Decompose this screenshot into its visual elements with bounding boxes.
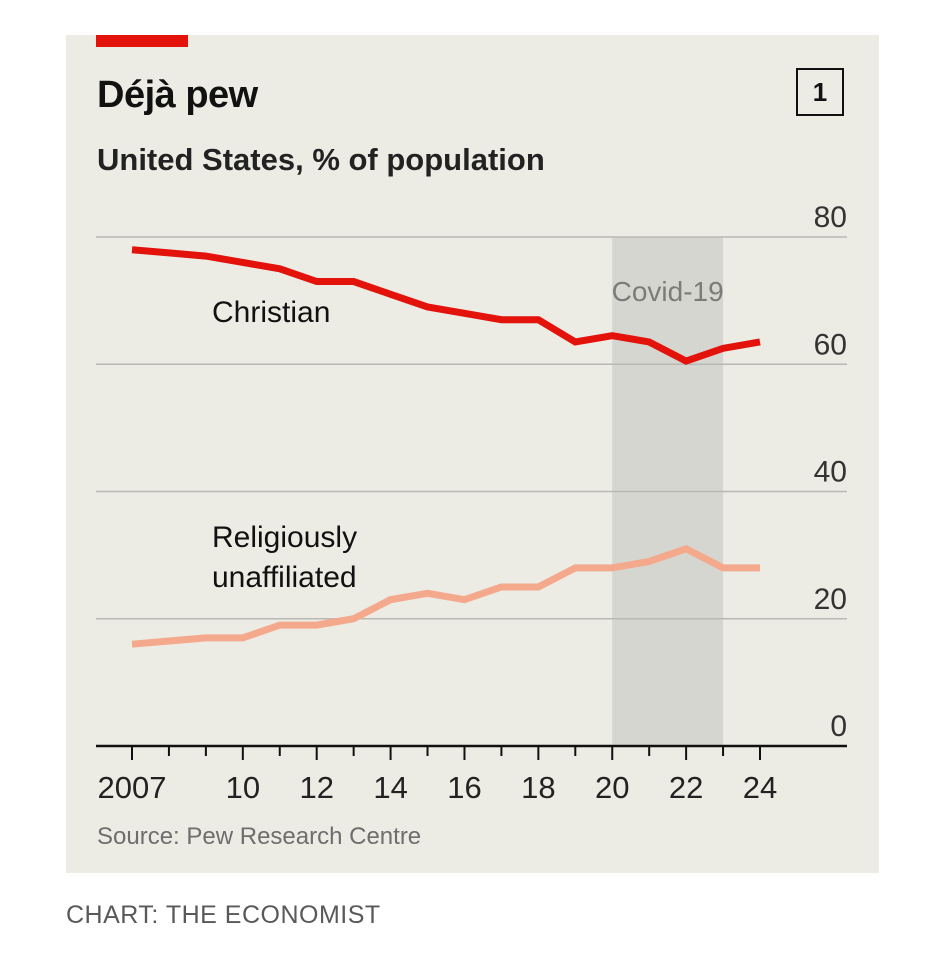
x-tick-label: 22 xyxy=(669,770,703,805)
chart-number-badge: 1 xyxy=(796,68,844,116)
x-tick-label: 14 xyxy=(373,770,407,805)
labels: Christian Religiously unaffiliated xyxy=(212,296,357,594)
unaffiliated-series-label: Religiously xyxy=(212,521,357,554)
y-tick-label: 0 xyxy=(830,710,847,743)
y-tick-label: 60 xyxy=(814,328,847,361)
y-tick-label: 20 xyxy=(814,583,847,616)
christian-series-label: Christian xyxy=(212,296,330,329)
unaffiliated-line xyxy=(131,544,760,648)
chart-title: Déjà pew xyxy=(97,74,258,116)
y-tick-label: 80 xyxy=(814,201,847,234)
chart-panel xyxy=(66,35,879,873)
unaffiliated-series-label: unaffiliated xyxy=(212,561,357,594)
x-tick-label: 24 xyxy=(743,770,777,805)
chart-subtitle: United States, % of population xyxy=(97,142,545,177)
y-tick-label: 40 xyxy=(814,456,847,489)
brand-red-tag xyxy=(96,35,188,47)
x-tick-label: 20 xyxy=(595,770,629,805)
x-tick-label: 12 xyxy=(299,770,333,805)
x-tick-label: 16 xyxy=(447,770,481,805)
series-lines xyxy=(131,246,761,648)
x-axis: 2007 10 12 14 16 18 20 22 24 xyxy=(96,744,847,805)
covid-band-label: Covid-19 xyxy=(612,276,724,307)
chart-credit: CHART: THE ECONOMIST xyxy=(66,901,381,929)
x-tick-label: 18 xyxy=(521,770,555,805)
x-tick-label: 2007 xyxy=(98,770,167,805)
source-note: Source: Pew Research Centre xyxy=(97,823,422,850)
christian-line xyxy=(131,246,761,365)
x-tick-label: 10 xyxy=(226,770,260,805)
gridlines: 0 20 40 60 80 xyxy=(96,201,847,743)
